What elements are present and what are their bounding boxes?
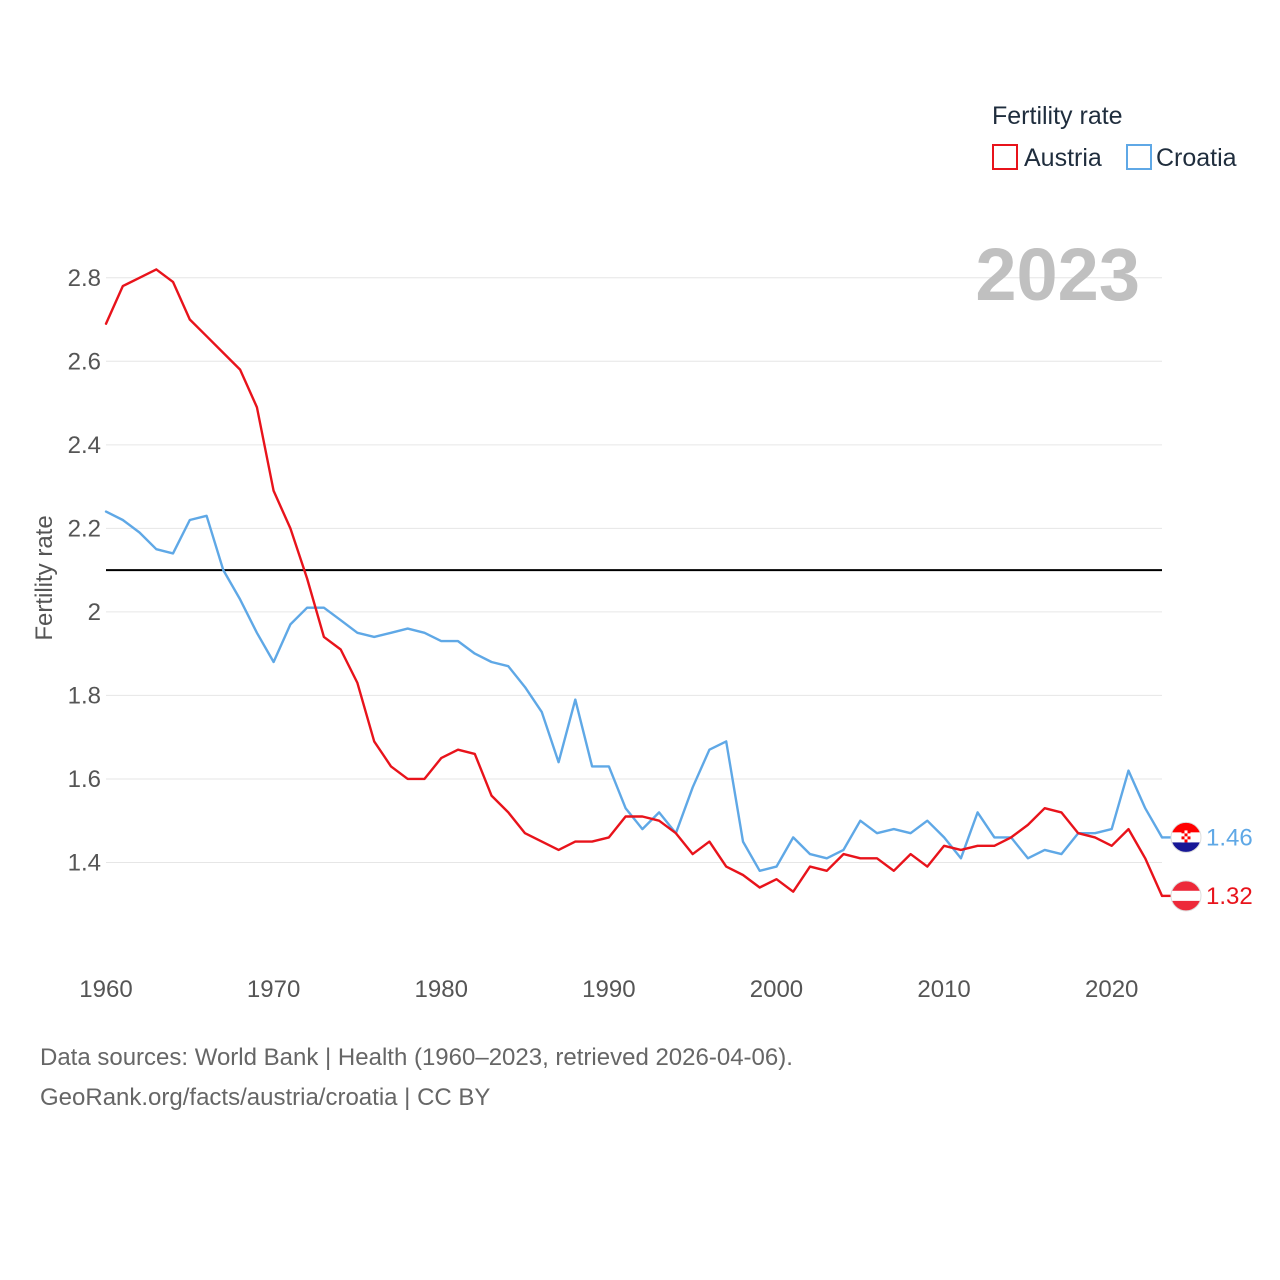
end-value-label-croatia: 1.46 [1206,824,1253,851]
series-group [104,268,1164,898]
legend-label-croatia[interactable]: Croatia [1156,144,1237,172]
croatia-flag-icon [1170,821,1202,853]
y-tick-label: 2 [88,599,101,626]
y-tick-label: 2.6 [68,348,101,375]
year-overlay: 2023 [975,233,1140,316]
legend-label-austria[interactable]: Austria [1024,144,1102,172]
y-axis: 1.4 1.6 1.8 2 2.2 2.4 2.6 2.8 [68,265,101,877]
x-tick-label: 1990 [582,976,635,1003]
y-tick-label: 2.2 [68,515,101,542]
x-tick-label: 1970 [247,976,300,1003]
y-tick-label: 1.8 [68,682,101,709]
grid [106,277,1162,863]
legend-swatch-austria[interactable] [992,144,1018,170]
legend-swatch-croatia[interactable] [1126,144,1152,170]
y-tick-label: 2.8 [68,265,101,292]
x-tick-label: 1960 [79,976,132,1003]
y-tick-label: 2.4 [68,432,101,459]
legend-title: Fertility rate [992,102,1123,130]
y-tick-label: 1.6 [68,766,101,793]
y-tick-label: 1.4 [68,849,101,876]
end-value-label-austria: 1.32 [1206,883,1253,910]
x-tick-label: 1980 [415,976,468,1003]
footer-sources: Data sources: World Bank | Health (1960–… [40,1044,793,1071]
x-tick-label: 2000 [750,976,803,1003]
series-line-austria[interactable] [104,268,1164,898]
series-line-croatia[interactable] [104,510,1164,872]
x-tick-label: 2020 [1085,976,1138,1003]
x-axis: 1960 1970 1980 1990 2000 2010 2020 [79,976,1138,1003]
austria-flag-icon [1170,880,1202,912]
legend: Fertility rate Austria Croatia [992,102,1237,172]
end-markers: 1.46 1.32 [1162,821,1253,912]
footer-attribution: GeoRank.org/facts/austria/croatia | CC B… [40,1084,491,1111]
y-axis-title: Fertility rate [31,515,58,640]
x-tick-label: 2010 [917,976,970,1003]
